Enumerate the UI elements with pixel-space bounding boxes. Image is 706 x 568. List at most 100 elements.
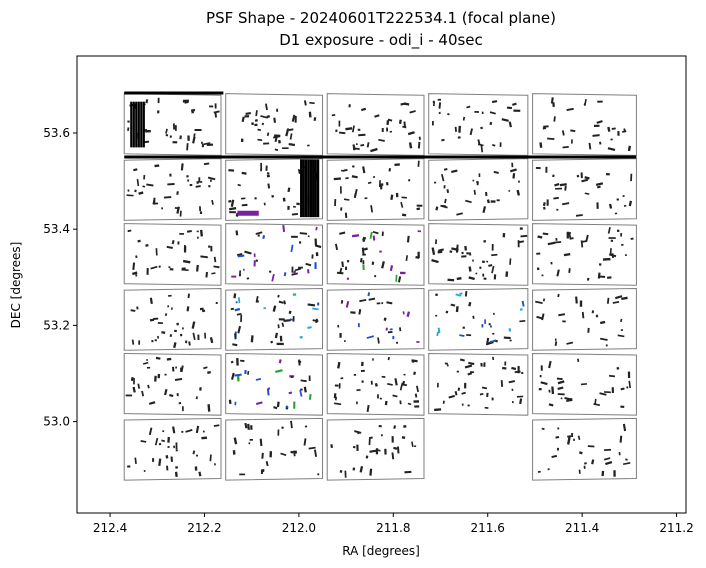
psf-whisker bbox=[468, 361, 475, 366]
psf-whisker bbox=[305, 262, 312, 267]
psf-whisker bbox=[174, 471, 178, 477]
psf-whisker bbox=[431, 259, 439, 264]
psf-whisker bbox=[415, 385, 420, 393]
psf-whisker bbox=[255, 231, 263, 235]
psf-whisker bbox=[469, 128, 473, 136]
psf-whisker bbox=[263, 202, 266, 206]
psf-whisker bbox=[596, 120, 603, 124]
psf-whisker bbox=[265, 103, 268, 111]
psf-whisker bbox=[150, 265, 158, 270]
psf-whisker bbox=[489, 339, 497, 343]
psf-whisker bbox=[367, 292, 371, 297]
psf-whisker bbox=[396, 446, 400, 454]
psf-whisker bbox=[566, 341, 574, 345]
psf-whisker bbox=[443, 168, 448, 171]
psf-whisker bbox=[213, 424, 220, 427]
psf-whisker bbox=[519, 319, 526, 323]
psf-whisker bbox=[335, 246, 339, 251]
psf-whisker bbox=[520, 234, 528, 238]
psf-whisker bbox=[491, 265, 495, 274]
y-axis: 53.0 53.2 53.4 53.6 bbox=[43, 126, 77, 429]
psf-whisker bbox=[482, 206, 487, 214]
psf-whisker bbox=[205, 271, 208, 278]
psf-whisker bbox=[211, 199, 214, 205]
psf-whisker bbox=[581, 178, 589, 183]
psf-whisker bbox=[313, 117, 317, 122]
psf-whisker bbox=[593, 403, 601, 406]
psf-whisker bbox=[400, 201, 404, 208]
psf-whisker bbox=[415, 256, 420, 259]
psf-whisker bbox=[161, 331, 166, 334]
psf-whisker bbox=[466, 105, 471, 109]
psf-whisker bbox=[154, 437, 159, 446]
psf-whisker bbox=[339, 231, 346, 235]
psf-whisker bbox=[247, 370, 250, 375]
psf-whisker bbox=[597, 272, 601, 279]
psf-whisker bbox=[142, 185, 146, 188]
psf-whisker bbox=[399, 327, 402, 332]
psf-whisker bbox=[272, 305, 277, 312]
psf-whisker bbox=[257, 128, 262, 132]
psf-whisker bbox=[366, 142, 370, 148]
x-tick-label: 211.8 bbox=[376, 521, 410, 535]
psf-whisker bbox=[600, 337, 608, 341]
psf-whisker bbox=[132, 271, 138, 276]
psf-whisker bbox=[277, 294, 280, 298]
psf-whisker bbox=[198, 471, 202, 477]
psf-whisker bbox=[291, 272, 299, 276]
psf-whisker bbox=[293, 450, 296, 457]
psf-whisker bbox=[354, 430, 362, 434]
psf-whisker bbox=[489, 111, 496, 115]
psf-whisker bbox=[333, 402, 342, 406]
psf-whisker bbox=[564, 185, 567, 191]
psf-whisker bbox=[399, 382, 404, 391]
psf-whisker bbox=[187, 293, 190, 299]
psf-whisker bbox=[340, 299, 344, 304]
ccd-outline bbox=[225, 352, 323, 416]
ccd-outline bbox=[428, 93, 529, 156]
psf-whisker bbox=[614, 295, 623, 300]
psf-whisker bbox=[625, 458, 628, 461]
psf-whisker bbox=[622, 461, 631, 466]
psf-whisker bbox=[372, 230, 379, 235]
psf-whisker bbox=[299, 389, 303, 397]
psf-whisker bbox=[131, 339, 135, 345]
psf-whisker bbox=[359, 257, 363, 263]
psf-whisker bbox=[209, 337, 214, 344]
psf-whisker bbox=[203, 366, 208, 370]
psf-whisker bbox=[537, 235, 543, 239]
psf-whisker bbox=[392, 394, 398, 398]
psf-whisker bbox=[176, 191, 179, 195]
psf-whisker bbox=[519, 308, 523, 311]
psf-whisker bbox=[281, 322, 285, 328]
psf-whisker bbox=[193, 133, 196, 137]
psf-whisker bbox=[366, 404, 370, 413]
psf-whisker bbox=[477, 139, 481, 146]
psf-whisker bbox=[447, 278, 455, 282]
y-tick-label: 53.0 bbox=[43, 415, 70, 429]
psf-whisker bbox=[359, 465, 364, 473]
psf-whisker bbox=[271, 194, 275, 198]
psf-whisker bbox=[438, 102, 442, 109]
psf-whisker bbox=[514, 370, 521, 374]
psf-whisker bbox=[213, 256, 217, 263]
psf-whisker bbox=[171, 240, 175, 245]
ccd-outline bbox=[225, 93, 323, 156]
psf-whisker bbox=[134, 457, 137, 464]
psf-whisker bbox=[620, 318, 623, 323]
psf-whisker bbox=[506, 106, 513, 110]
psf-whisker bbox=[547, 137, 555, 140]
psf-whisker bbox=[261, 122, 265, 126]
psf-whisker bbox=[617, 334, 625, 338]
psf-whisker bbox=[369, 468, 373, 476]
psf-whisker bbox=[512, 173, 516, 179]
psf-whisker bbox=[297, 360, 302, 363]
psf-whisker bbox=[265, 461, 269, 467]
psf-whisker bbox=[127, 229, 132, 233]
psf-whisker bbox=[486, 199, 490, 204]
ccd-outline bbox=[532, 93, 637, 156]
psf-whisker bbox=[339, 469, 343, 473]
psf-whisker bbox=[234, 333, 237, 340]
psf-whisker bbox=[136, 179, 140, 187]
psf-whisker bbox=[233, 293, 237, 299]
